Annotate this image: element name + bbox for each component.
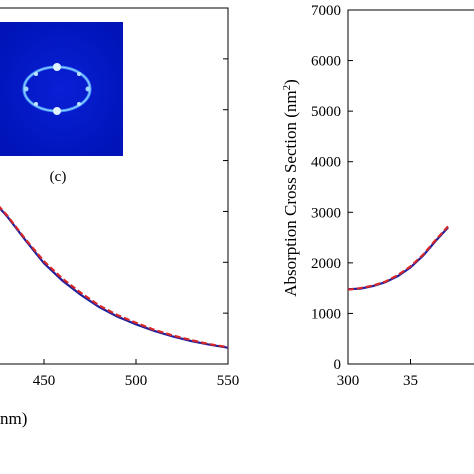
- left-series: [0, 205, 229, 349]
- left-series-dashed-line: [0, 205, 229, 349]
- right-ylabel-sup: 2: [281, 85, 293, 91]
- right-ylabel-main: Absorption Cross Section (nm: [281, 90, 300, 296]
- right-y-tick-label: 1000: [311, 306, 341, 322]
- left-panel: 450 500 550 (c) nm): [0, 7, 240, 428]
- left-x-tick-label: 550: [217, 373, 240, 389]
- right-series-dashed-line: [347, 225, 449, 291]
- left-ticks: 450 500 550: [33, 58, 240, 389]
- left-plot-frame: [0, 7, 229, 365]
- inset-background: [0, 22, 123, 156]
- right-ylabel-close: ): [281, 79, 300, 85]
- right-x-tick-label: 35: [403, 373, 418, 389]
- left-x-tick-label: 500: [125, 373, 148, 389]
- right-series-solid-line: [347, 226, 449, 291]
- right-y-tick-label: 5000: [311, 104, 341, 120]
- right-panel: 0 1000 2000 3000 4000 5000 6000 7000 300 35 Absor…: [281, 3, 474, 389]
- right-x-tick-label: 300: [337, 373, 360, 389]
- right-series: [347, 225, 449, 291]
- inset-hotspot-ur: [77, 72, 81, 76]
- right-y-tick-label: 0: [334, 357, 342, 373]
- inset-hotspot-ll: [34, 102, 38, 106]
- right-y-tick-label: 4000: [311, 155, 341, 171]
- inset-hotspot-right: [85, 86, 91, 92]
- inset-hotspot-lr: [77, 102, 81, 106]
- right-y-tick-label: 2000: [311, 256, 341, 272]
- right-ylabel: Absorption Cross Section (nm2): [281, 79, 300, 297]
- right-ticks: 0 1000 2000 3000 4000 5000 6000 7000 300 35: [311, 3, 418, 389]
- right-y-tick-label: 3000: [311, 205, 341, 221]
- left-x-tick-label: 450: [33, 373, 56, 389]
- inset-label: (c): [50, 169, 67, 185]
- inset-hotspot-bottom: [53, 107, 61, 115]
- left-series-solid-line: [0, 206, 229, 349]
- left-xlabel: nm): [0, 409, 27, 428]
- inset-image: [0, 22, 123, 156]
- right-plot-frame: [347, 9, 474, 365]
- inset-hotspot-left: [23, 86, 29, 92]
- inset-hotspot-ul: [34, 72, 38, 76]
- inset-hotspot-top: [53, 63, 61, 71]
- right-y-tick-label: 6000: [311, 54, 341, 70]
- right-y-tick-label: 7000: [311, 3, 341, 19]
